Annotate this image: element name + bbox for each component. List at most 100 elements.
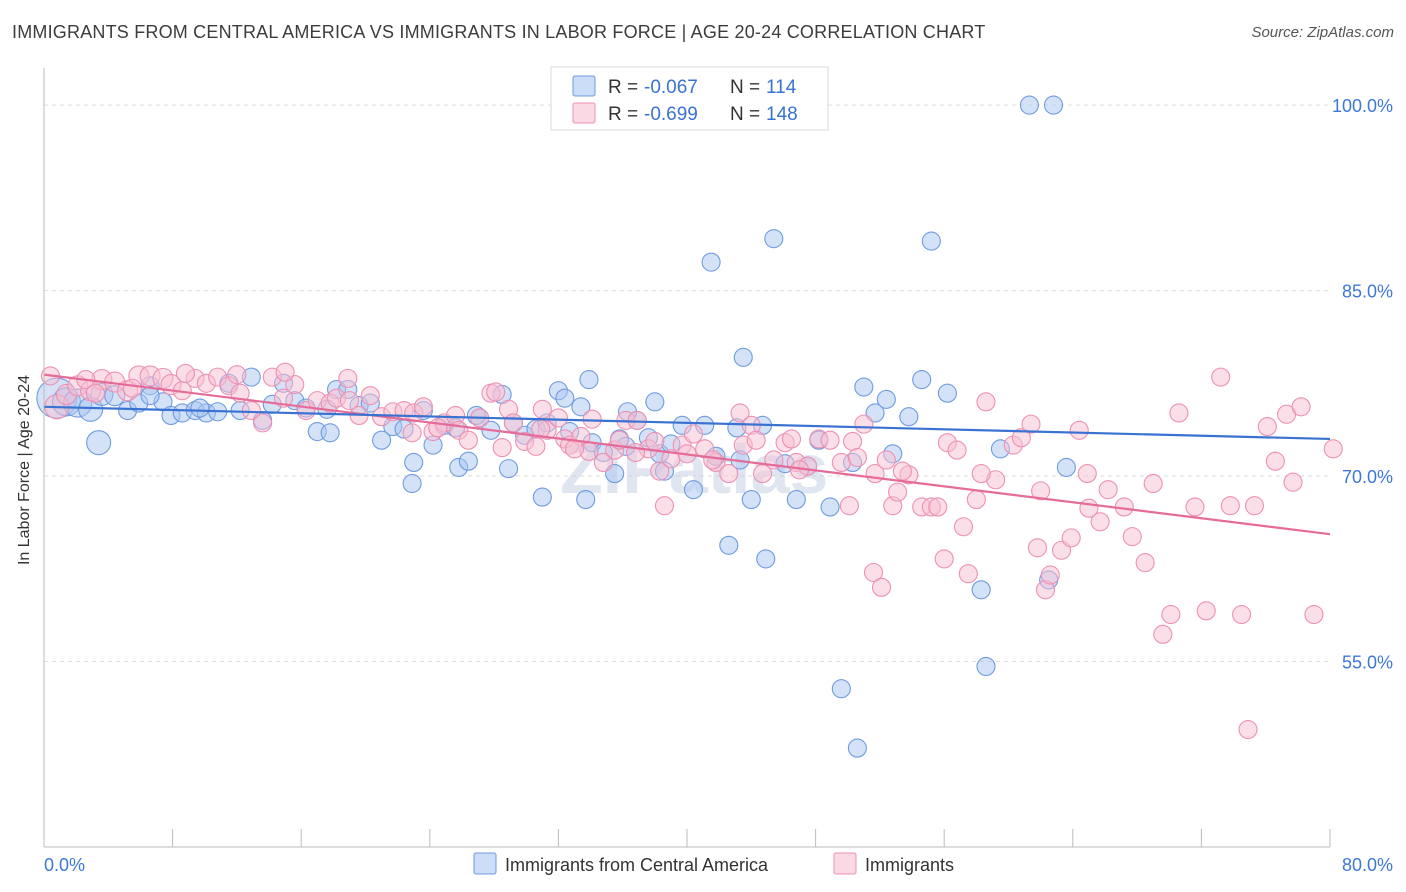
pink-point-117 [1211,367,1231,387]
pink-point-135 [275,362,295,382]
pink-point-139 [703,450,723,470]
blue-point-76 [756,549,776,569]
y-tick-label-3: 55.0% [1342,653,1393,673]
pink-point-54 [582,409,602,429]
tick-labels: 100.0% 85.0% 70.0% 55.0% 0.0% 80.0% [44,96,1393,875]
stats-legend: R = -0.067 N = 114 R = -0.699 N = 148 [550,66,829,131]
pink-point-104 [1061,528,1081,548]
pink-point-99 [1021,414,1041,434]
pink-point-132 [958,564,978,584]
blue-point-52 [571,397,591,417]
pink-point-147 [1143,473,1163,494]
pink-point-128 [1323,439,1343,459]
pink-point-157 [85,383,105,403]
pink-point-95 [976,392,996,412]
pink-point-140 [746,430,766,450]
legend-n-label-pink: N = [730,104,760,125]
blue-point-50 [555,388,575,408]
pink-point-142 [839,496,859,516]
pink-point-153 [781,429,802,449]
pink-point-92 [947,440,967,460]
blue-point-99 [1019,95,1039,115]
pink-point-94 [966,489,986,510]
blue-point-88 [854,377,874,397]
pink-point-18 [253,413,273,433]
pink-point-34 [413,397,433,417]
blue-point-73 [733,347,753,367]
pink-point-87 [888,482,908,502]
pink-point-116 [1196,601,1216,621]
pink-point-100 [1031,481,1051,501]
pink-point-26 [338,368,358,388]
legend-bottom-label-blue: Immigrants from Central America [505,855,769,875]
pink-point-32 [402,423,422,443]
pink-point-79 [820,430,840,450]
blue-point-97 [976,656,996,677]
legend-n-value-blue: 114 [766,77,797,98]
blue-point-85 [831,679,851,699]
blue-point-95 [937,383,957,403]
legend-r-label-blue: R = [608,77,638,98]
legend-n-label-blue: N = [730,77,760,98]
pink-point-123 [1265,451,1285,471]
legend-bottom-swatch-pink [833,852,857,875]
pink-point-42 [492,438,512,458]
y-tick-label-1: 85.0% [1342,282,1393,302]
blue-point-90 [876,389,896,409]
blue-point-79 [786,489,806,510]
pink-point-83 [854,414,874,434]
pink-point-112 [1153,624,1173,644]
legend-r-value-pink: -0.699 [644,104,698,125]
pink-point-154 [971,464,991,484]
blue-point-109 [86,430,112,456]
pink-point-28 [360,386,380,406]
blue-point-82 [820,497,840,517]
pink-point-62 [650,461,670,481]
pink-point-118 [1220,496,1240,516]
series-legend: Immigrants from Central America Immigran… [473,852,954,875]
blue-point-87 [847,738,867,758]
pink-point-114 [1169,403,1189,423]
pink-point-133 [175,363,196,383]
pink-point-148 [122,378,142,398]
pink-point-46 [526,436,546,456]
pink-point-126 [1291,397,1311,417]
blue-point-103 [140,386,160,406]
pink-point-110 [1122,527,1142,547]
pink-point-66 [683,424,703,444]
blue-point-92 [899,407,919,427]
pink-point-115 [1185,497,1205,517]
blue-point-93 [912,370,932,390]
legend-bottom-swatch-blue [473,852,497,875]
pink-point-17 [241,400,261,421]
pink-point-111 [1135,553,1155,573]
pink-point-120 [1238,719,1258,740]
chart-title: IMMIGRANTS FROM CENTRAL AMERICA VS IMMIG… [12,22,986,42]
pink-point-47 [532,399,552,419]
pink-point-98 [1011,428,1031,448]
blue-point-77 [764,229,784,249]
pink-point-61 [645,431,665,451]
x-tick-label-0: 0.0% [44,855,85,875]
trend-line-pink [43,373,1331,536]
pink-point-134 [227,365,247,385]
pink-point-119 [1232,604,1252,625]
legend-r-value-blue: -0.067 [644,77,698,98]
pink-point-146 [1077,464,1097,484]
blue-point-62 [645,392,665,412]
blue-point-29 [372,430,392,450]
pink-point-127 [1304,604,1324,625]
pink-point-39 [458,430,478,450]
pink-point-107 [1090,512,1110,532]
trend-line-blue [43,405,1331,441]
pink-point-136 [486,382,506,402]
pink-point-143 [892,461,912,481]
pink-point-151 [564,439,585,459]
pink-point-69 [719,464,739,484]
blue-point-43 [499,459,519,479]
pink-point-55 [593,452,613,472]
x-tick-label-1: 80.0% [1342,855,1393,875]
pink-point-85 [876,450,896,470]
blue-point-67 [683,480,703,500]
series-immigrants [40,362,1343,740]
